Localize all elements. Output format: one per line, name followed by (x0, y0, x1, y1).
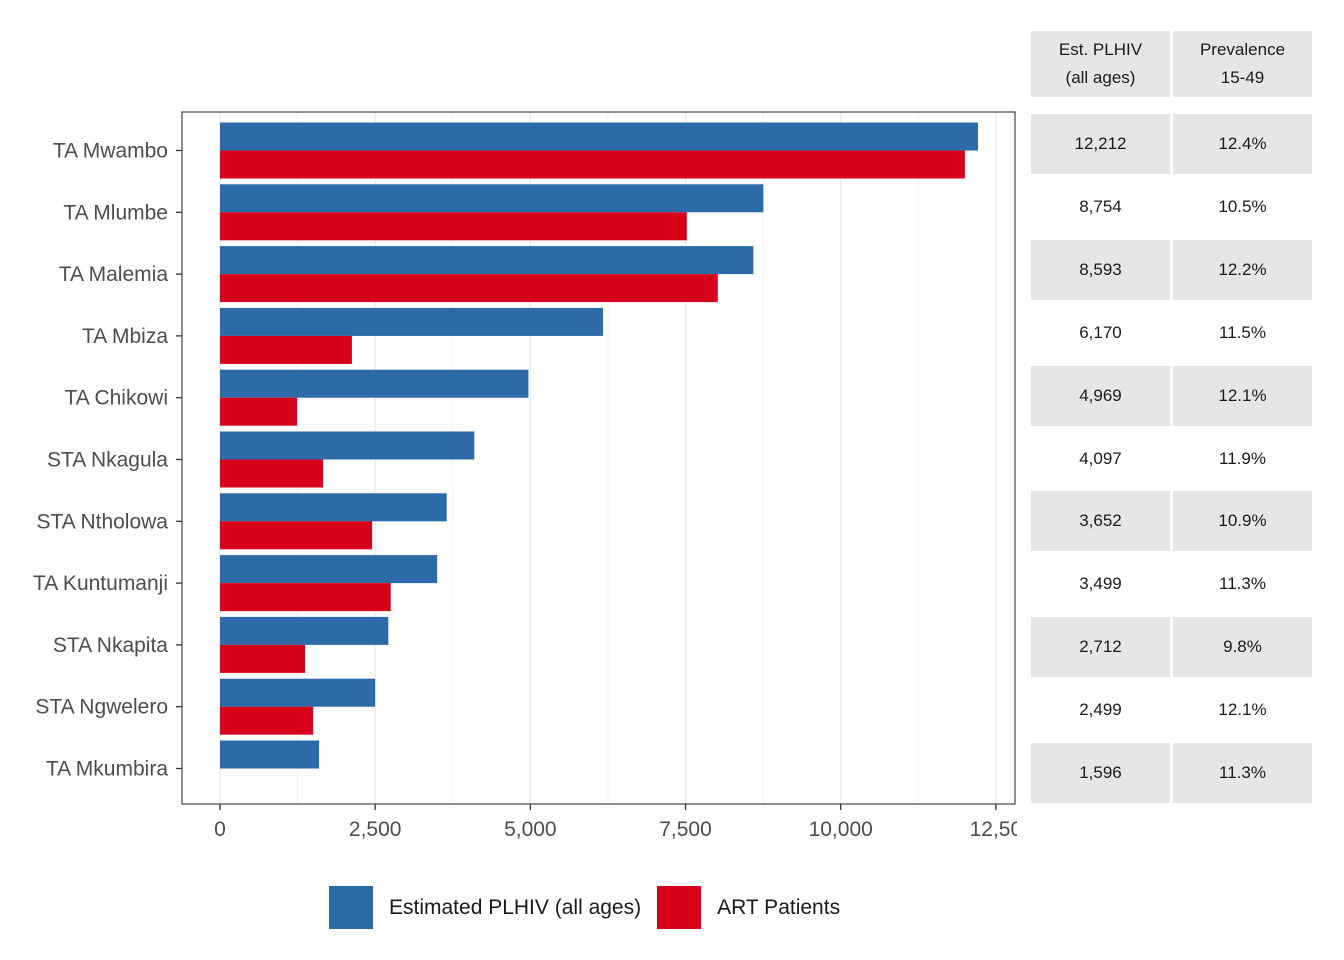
bar-art-patients (220, 521, 373, 550)
cell-est-plhiv: 12,212 (1031, 114, 1170, 174)
y-tick-label: TA Chikowi (65, 387, 168, 410)
legend-label-art: ART Patients (717, 895, 841, 919)
y-tick-label: STA Nkagula (47, 449, 168, 472)
cell-prevalence: 11.3% (1173, 743, 1312, 803)
bar-est-plhiv (220, 431, 475, 460)
y-tick-label: TA Mkumbira (46, 758, 168, 781)
cell-prevalence: 11.9% (1219, 448, 1266, 468)
x-tick-label: 0 (214, 818, 226, 841)
bar-est-plhiv (220, 369, 529, 398)
cell-prevalence: 11.5% (1219, 322, 1266, 342)
plot-panel-border (181, 111, 1016, 805)
legend: Estimated PLHIV (all ages) ART Patients (329, 886, 856, 929)
bar-est-plhiv (220, 678, 376, 707)
cell-est-plhiv: 2,712 (1031, 617, 1170, 678)
cell-prevalence: 11.3% (1219, 574, 1266, 594)
bar-art-patients (220, 150, 965, 179)
cell-prevalence: 10.5% (1218, 196, 1267, 216)
cell-prevalence: 10.9% (1173, 491, 1312, 552)
header-est-plhiv: Est. PLHIV (all ages) (1031, 31, 1170, 97)
table-row: 2,712 9.8% (1031, 617, 1312, 678)
y-tick-label: TA Mbiza (82, 325, 168, 348)
table-row: 6,170 11.5% (1031, 303, 1312, 363)
table-row: 12,212 12.4% (1031, 114, 1312, 174)
bar-art-patients (220, 459, 324, 488)
bar-art-patients (220, 583, 391, 612)
bar-art-patients (220, 212, 687, 241)
x-tick-label: 2,500 (349, 818, 402, 841)
bar-art-patients (220, 397, 297, 426)
table-row: 1,596 11.3% (1031, 743, 1312, 803)
x-tick-label: 5,000 (504, 818, 557, 841)
cell-est-plhiv: 1,596 (1031, 743, 1170, 803)
table-row: 2,499 12.1% (1031, 680, 1312, 740)
cell-prevalence: 12.4% (1173, 114, 1312, 174)
cell-prevalence: 12.1% (1218, 700, 1267, 720)
y-tick-label: TA Mlumbe (63, 201, 168, 224)
bar-est-plhiv (220, 184, 764, 213)
header-prevalence: Prevalence 15-49 (1173, 31, 1312, 97)
x-tick-label: 12,50 (970, 818, 1023, 841)
y-axis: TA Mwambo TA Mlumbe TA Malemia TA Mbiza TA C… (33, 140, 182, 781)
cell-prevalence: 12.2% (1173, 239, 1312, 300)
x-axis: 0 2,500 5,000 7,500 10,000 12,50 (214, 804, 1023, 841)
table-header-row: Est. PLHIV (all ages) Prevalence 15-49 (1031, 31, 1312, 97)
x-tick-label: 7,500 (659, 818, 712, 841)
cell-prevalence: 9.8% (1173, 617, 1312, 678)
header-prevalence-line2: 15-49 (1220, 68, 1265, 87)
bar-est-plhiv (220, 493, 447, 522)
bar-art-patients (220, 644, 306, 673)
table-row: 8,593 12.2% (1031, 239, 1312, 300)
x-tick-label: 10,000 (809, 818, 873, 841)
table-row: 3,652 10.9% (1031, 491, 1312, 552)
bar-art-patients (220, 274, 718, 303)
y-tick-label: TA Kuntumanji (33, 572, 168, 595)
bar-est-plhiv (220, 122, 978, 151)
cell-est-plhiv: 8,754 (1079, 196, 1122, 216)
bar-art-patients (220, 335, 352, 364)
table-row: 4,097 11.9% (1031, 429, 1312, 489)
cell-est-plhiv: 6,170 (1079, 322, 1122, 342)
cell-est-plhiv: 3,652 (1031, 491, 1170, 552)
bar-est-plhiv (220, 307, 603, 336)
cell-est-plhiv: 4,969 (1031, 365, 1170, 426)
bar-est-plhiv (220, 740, 320, 769)
cell-est-plhiv: 4,097 (1079, 448, 1122, 468)
bars (220, 122, 978, 769)
y-tick-label: STA Ntholowa (36, 510, 168, 533)
header-est-plhiv-line1: Est. PLHIV (1058, 40, 1143, 59)
bar-art-patients (220, 706, 314, 735)
table-row: 3,499 11.3% (1031, 554, 1312, 614)
header-prevalence-line1: Prevalence (1199, 40, 1286, 59)
legend-key-art (657, 886, 702, 929)
legend-key-plhiv (329, 886, 373, 929)
bar-est-plhiv (220, 555, 438, 584)
bar-est-plhiv (220, 616, 389, 645)
table-row: 4,969 12.1% (1031, 365, 1312, 426)
table-row: 8,754 10.5% (1031, 177, 1312, 237)
y-tick-label: TA Malemia (59, 263, 169, 286)
header-est-plhiv-line2: (all ages) (1065, 68, 1136, 87)
y-tick-label: TA Mwambo (53, 140, 168, 163)
cell-est-plhiv: 2,499 (1079, 700, 1122, 720)
cell-est-plhiv: 8,593 (1031, 239, 1170, 300)
y-tick-label: STA Nkapita (53, 634, 168, 657)
bar-est-plhiv (220, 246, 754, 275)
cell-prevalence: 12.1% (1173, 365, 1312, 426)
legend-label-plhiv: Estimated PLHIV (all ages) (389, 895, 642, 919)
cell-est-plhiv: 3,499 (1079, 574, 1122, 594)
y-tick-label: STA Ngwelero (35, 696, 168, 719)
